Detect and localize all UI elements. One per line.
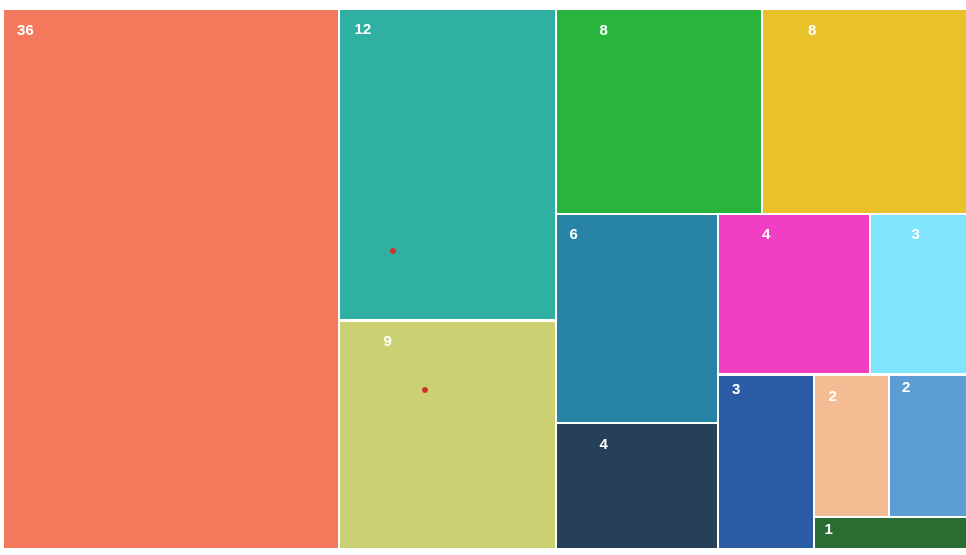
tile-value-label: 9 [383, 332, 392, 350]
treemap-tile-4-8[interactable]: 4 [556, 423, 717, 548]
tile-value-label: 1 [824, 520, 833, 538]
treemap-tile-2-11[interactable]: 2 [890, 375, 966, 516]
tile-value-label: 2 [902, 378, 911, 396]
tile-value-label: 8 [808, 22, 817, 39]
tile-value-label: 12 [354, 21, 372, 38]
tile-value-label: 4 [762, 225, 771, 243]
treemap-tile-3-7[interactable]: 3 [870, 214, 966, 373]
treemap-tile-36-0[interactable]: 36 [4, 10, 338, 548]
treemap-tile-8-4[interactable]: 8 [763, 10, 966, 213]
tile-value-label: 6 [569, 225, 578, 243]
treemap-tile-9-2[interactable]: 9 [339, 321, 555, 548]
red-marker-dot-2 [421, 387, 428, 393]
tile-value-label: 36 [17, 22, 34, 39]
tile-value-label: 3 [732, 380, 741, 398]
treemap-tile-4-6[interactable]: 4 [719, 214, 869, 373]
treemap-tile-3-9[interactable]: 3 [719, 375, 813, 548]
tile-value-label: 2 [828, 387, 837, 405]
treemap-tile-8-3[interactable]: 8 [556, 10, 761, 213]
treemap-tile-6-5[interactable]: 6 [556, 214, 717, 422]
red-marker-dot-1 [389, 247, 396, 254]
treemap-tile-12-1[interactable]: 12 [339, 10, 555, 319]
treemap-tile-1-12[interactable]: 1 [814, 517, 966, 548]
tile-value-label: 3 [911, 225, 920, 243]
treemap-tile-2-10[interactable]: 2 [814, 375, 888, 516]
tile-value-label: 4 [599, 435, 608, 453]
tile-value-label: 8 [599, 22, 608, 39]
